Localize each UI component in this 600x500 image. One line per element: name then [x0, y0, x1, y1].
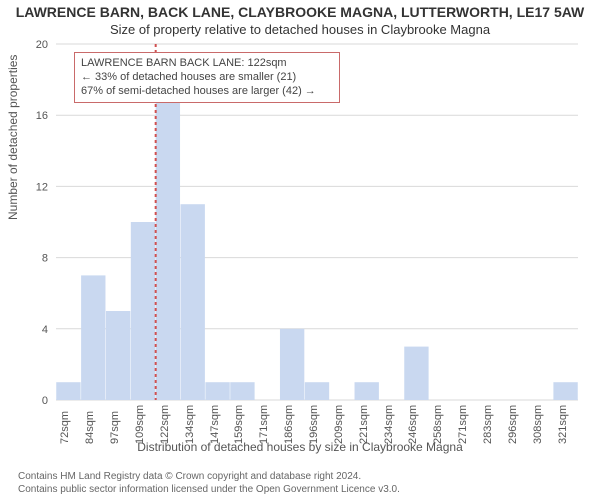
x-tick: 296sqm — [507, 405, 519, 444]
x-tick: 122sqm — [159, 405, 171, 444]
x-tick: 321sqm — [557, 405, 569, 444]
annotation-line-2: ← 33% of detached houses are smaller (21… — [81, 71, 333, 85]
reference-annotation: LAWRENCE BARN BACK LANE: 122sqm ← 33% of… — [74, 52, 340, 103]
x-tick: 283sqm — [482, 405, 494, 444]
svg-text:8: 8 — [42, 253, 48, 265]
y-axis-label: Number of detached properties — [6, 55, 20, 220]
x-tick: 271sqm — [457, 405, 469, 444]
svg-text:20: 20 — [36, 39, 48, 51]
x-tick: 209sqm — [333, 405, 345, 444]
x-tick-labels: 72sqm84sqm97sqm109sqm122sqm134sqm147sqm1… — [56, 402, 578, 444]
svg-text:0: 0 — [42, 395, 48, 407]
x-tick: 234sqm — [383, 405, 395, 444]
x-tick: 246sqm — [407, 405, 419, 444]
x-tick: 221sqm — [358, 405, 370, 444]
x-tick: 109sqm — [134, 405, 146, 444]
svg-text:16: 16 — [36, 110, 48, 122]
x-tick: 147sqm — [209, 405, 221, 444]
svg-text:4: 4 — [42, 324, 48, 336]
annotation-line-3: 67% of semi-detached houses are larger (… — [81, 85, 333, 99]
x-tick: 258sqm — [432, 405, 444, 444]
chart-container: LAWRENCE BARN, BACK LANE, CLAYBROOKE MAG… — [0, 0, 600, 500]
x-axis-label: Distribution of detached houses by size … — [0, 440, 600, 454]
chart-subtitle: Size of property relative to detached ho… — [0, 20, 600, 37]
x-tick: 159sqm — [233, 405, 245, 444]
svg-text:12: 12 — [36, 181, 48, 193]
footer-line-1: Contains HM Land Registry data © Crown c… — [18, 471, 400, 484]
annotation-line-1: LAWRENCE BARN BACK LANE: 122sqm — [81, 57, 333, 71]
footer-line-2: Contains public sector information licen… — [18, 484, 400, 497]
attribution-footer: Contains HM Land Registry data © Crown c… — [18, 471, 400, 496]
x-tick: 171sqm — [258, 405, 270, 444]
x-tick: 308sqm — [532, 405, 544, 444]
x-tick: 186sqm — [283, 405, 295, 444]
x-tick: 134sqm — [184, 405, 196, 444]
chart-title: LAWRENCE BARN, BACK LANE, CLAYBROOKE MAG… — [0, 0, 600, 20]
x-tick: 196sqm — [308, 405, 320, 444]
